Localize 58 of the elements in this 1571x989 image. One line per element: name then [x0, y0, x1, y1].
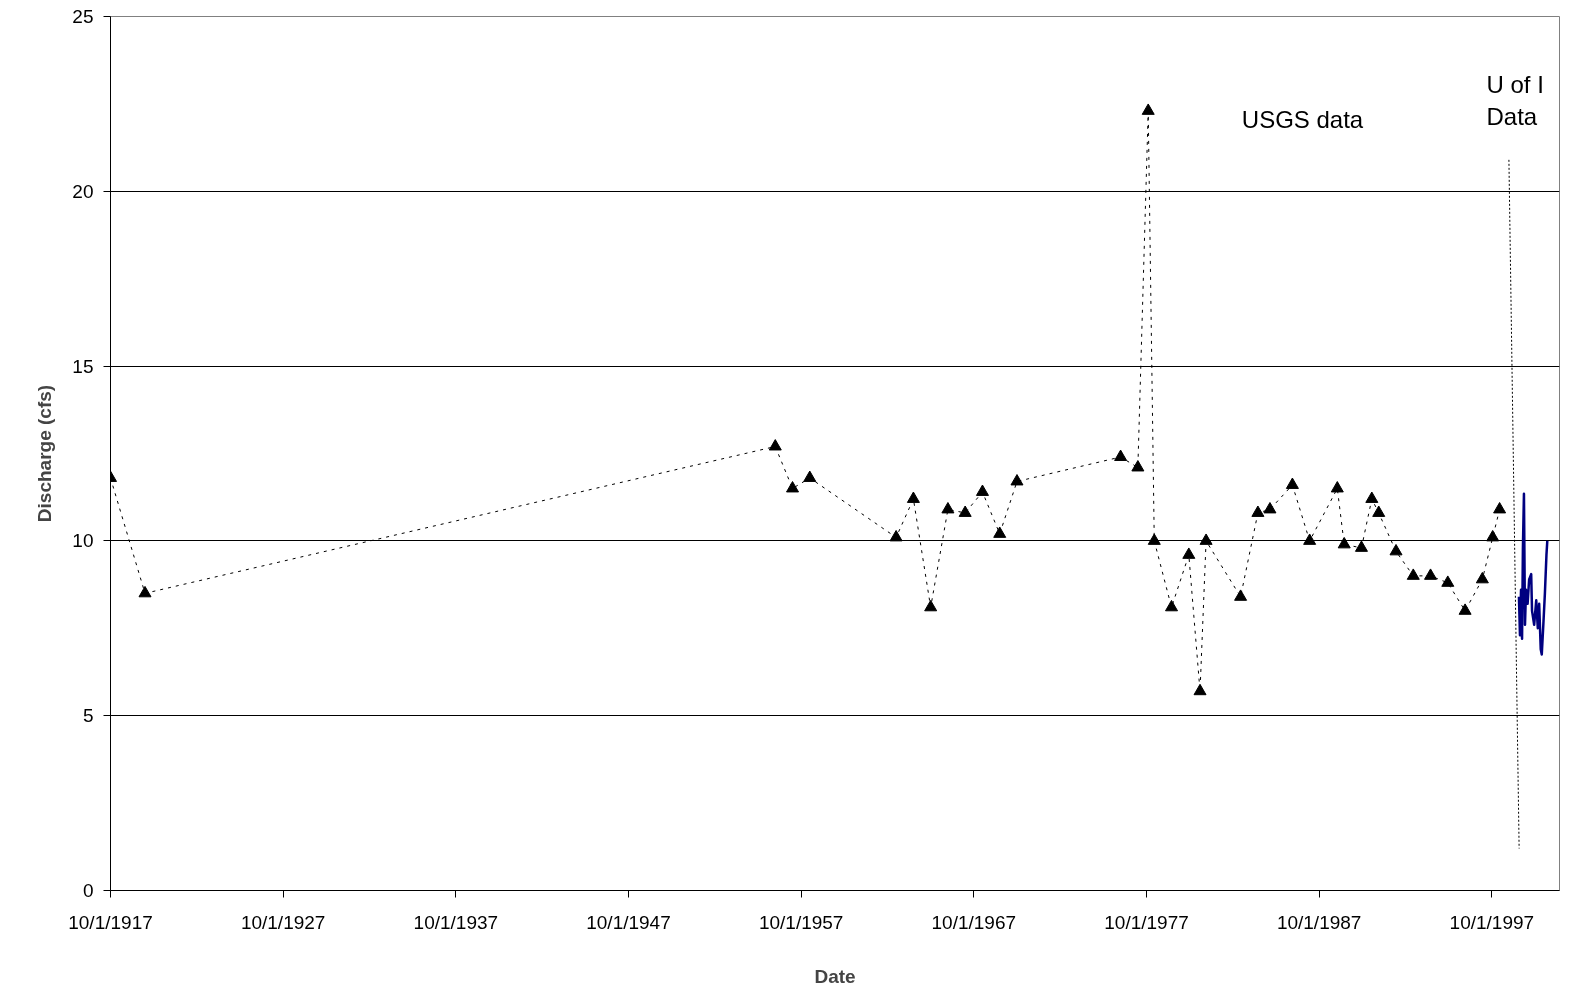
- point: [1303, 533, 1317, 545]
- point: [768, 439, 782, 451]
- point: [1424, 568, 1438, 580]
- point: [1486, 529, 1500, 542]
- point: [1193, 683, 1207, 696]
- point: [1199, 533, 1213, 545]
- point: [1114, 449, 1128, 461]
- point: [1354, 540, 1368, 552]
- point: [1330, 481, 1344, 493]
- point: [993, 526, 1007, 538]
- annotation: USGS data: [1241, 106, 1364, 133]
- annotation: U of I Data: [1486, 70, 1544, 131]
- y-tick-label: 15: [72, 355, 94, 377]
- x-axis-title: Date: [814, 965, 856, 987]
- point: [941, 502, 955, 514]
- point: [1365, 491, 1379, 503]
- x-tick-label: 10/1/1947: [586, 911, 671, 933]
- point: [906, 491, 920, 503]
- point: [803, 470, 817, 482]
- y-tick-label: 25: [72, 6, 94, 27]
- x-tick-label: 10/1/1927: [240, 911, 326, 933]
- y-tick-label: 10: [72, 530, 94, 552]
- point: [924, 599, 938, 612]
- point: [1141, 103, 1155, 115]
- point: [1406, 568, 1420, 580]
- point: [1131, 460, 1145, 472]
- point: [1389, 543, 1403, 556]
- point: [1285, 477, 1299, 489]
- point: [1263, 502, 1277, 514]
- point: [958, 505, 972, 517]
- point: [1182, 547, 1196, 559]
- x-tick-label: 10/1/1917: [68, 911, 153, 933]
- point: [1441, 575, 1455, 587]
- point: [1337, 536, 1351, 549]
- point: [1475, 571, 1489, 584]
- point: [1234, 589, 1248, 601]
- y-tick-label: 0: [82, 880, 94, 901]
- x-tick-label: 10/1/1997: [1449, 911, 1535, 933]
- point: [1493, 502, 1507, 514]
- y-tick-label: 20: [72, 180, 94, 202]
- x-tick-label: 10/1/1987: [1276, 911, 1362, 933]
- point: [1165, 599, 1179, 612]
- x-tick-label: 10/1/1977: [1104, 911, 1189, 933]
- point: [889, 529, 903, 542]
- point: [1010, 474, 1024, 486]
- x-tick-label: 10/1/1957: [758, 911, 844, 933]
- point: [138, 585, 152, 598]
- x-tick-label: 10/1/1937: [413, 911, 499, 933]
- point: [1458, 603, 1472, 615]
- point: [1251, 505, 1265, 517]
- x-tick-label: 10/1/1967: [931, 911, 1017, 933]
- point: [1147, 533, 1161, 545]
- point: [786, 481, 800, 493]
- point: [975, 484, 989, 496]
- y-tick-label: 5: [82, 705, 94, 727]
- line-series: [1517, 492, 1549, 656]
- point: [1372, 505, 1386, 517]
- y-axis-title: Discharge (cfs): [34, 384, 56, 523]
